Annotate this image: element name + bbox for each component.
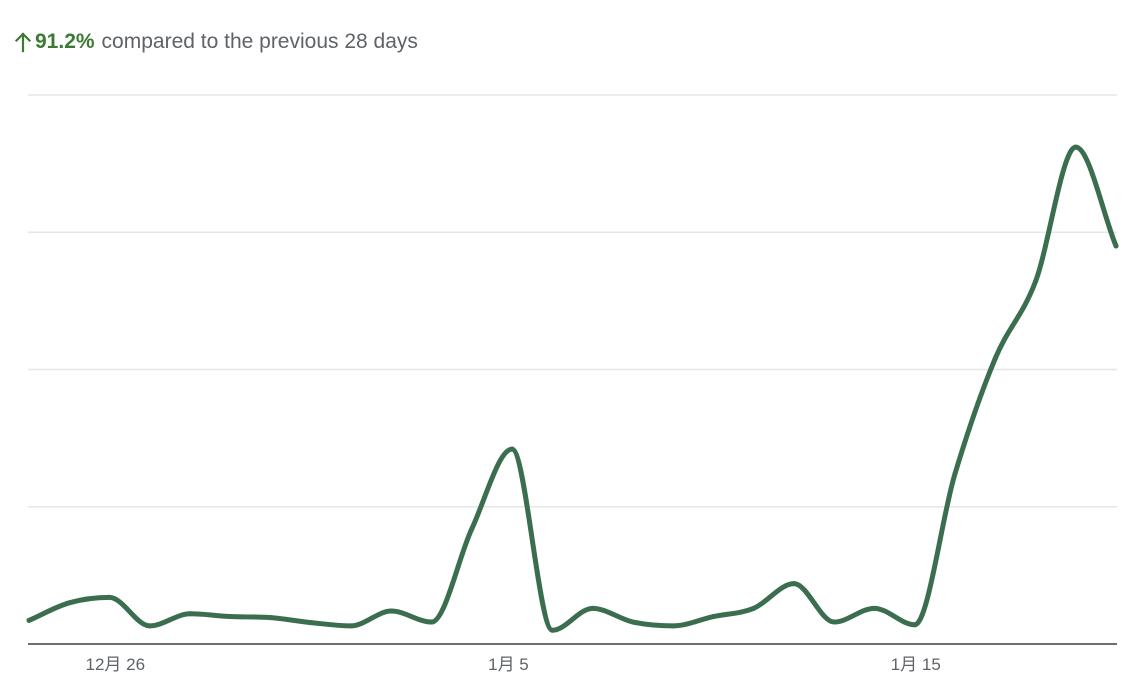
gridlines [28, 94, 1117, 645]
data-point [791, 581, 797, 587]
data-point [670, 623, 676, 629]
data-point [630, 619, 636, 625]
data-point [187, 611, 193, 617]
x-tick-label: 1月 5 [488, 655, 529, 674]
data-point [66, 600, 72, 606]
data-point [388, 608, 394, 614]
x-axis-ticks: 12月 26 1月 5 1月 15 [86, 655, 941, 674]
data-point [751, 605, 757, 611]
data-point [429, 619, 435, 625]
x-tick-label: 12月 26 [86, 655, 146, 674]
data-point [227, 614, 233, 620]
data-point [268, 615, 274, 621]
data-point [549, 627, 555, 633]
data-point [992, 356, 998, 362]
data-point [912, 622, 918, 628]
data-point [509, 446, 515, 452]
data-point [26, 617, 32, 623]
data-point [710, 614, 716, 620]
arrow-up-icon [14, 32, 32, 53]
data-point [590, 605, 596, 611]
comparison-summary: 91.2% compared to the previous 28 days [14, 28, 418, 56]
data-point [952, 471, 958, 477]
data-point [831, 619, 837, 625]
data-point [107, 594, 113, 600]
series-line [26, 144, 1119, 633]
data-point [147, 623, 153, 629]
data-point [1113, 243, 1119, 249]
x-tick-label: 1月 15 [891, 655, 941, 674]
data-point [469, 526, 475, 532]
series-layer [26, 144, 1119, 633]
comparison-text: compared to the previous 28 days [101, 30, 418, 53]
data-point [348, 623, 354, 629]
data-point [1032, 279, 1038, 285]
data-point [308, 620, 314, 626]
data-point [1073, 144, 1079, 150]
change-percentage: 91.2% [35, 30, 95, 53]
data-point [871, 605, 877, 611]
